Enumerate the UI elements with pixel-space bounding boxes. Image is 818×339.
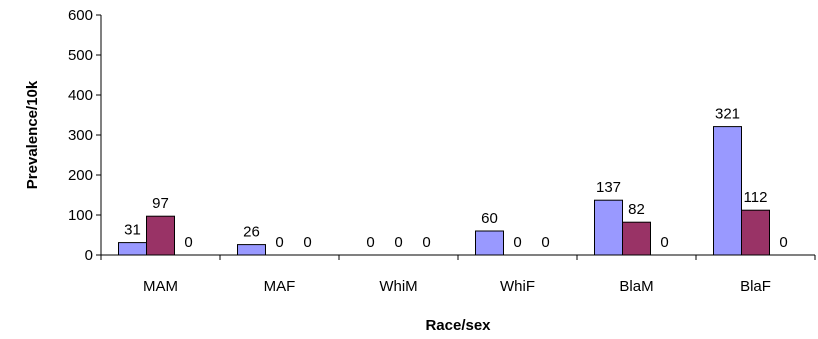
data-label: 112 xyxy=(744,189,768,206)
x-category-label: MAM xyxy=(143,278,178,295)
data-label: 0 xyxy=(422,234,430,251)
y-tick-label: 200 xyxy=(68,167,93,184)
y-tick-label: 600 xyxy=(68,7,93,24)
data-label: 26 xyxy=(243,224,260,241)
data-label: 60 xyxy=(481,210,498,227)
bar xyxy=(622,221,651,256)
bar xyxy=(475,230,504,256)
y-tick-label: 0 xyxy=(85,247,93,264)
data-label: 0 xyxy=(303,234,311,251)
data-label: 0 xyxy=(275,234,283,251)
x-category-label: WhiF xyxy=(500,278,535,295)
y-axis-title: Prevalence/10k xyxy=(24,80,41,189)
data-label: 321 xyxy=(715,106,740,123)
data-label: 0 xyxy=(541,234,549,251)
y-tick-label: 500 xyxy=(68,47,93,64)
x-category-label: MAF xyxy=(264,278,296,295)
x-axis-categories: MAM MAF WhiM WhiF BlaM BlaF xyxy=(100,255,816,295)
data-labels: 31 97 0 26 0 0 0 0 0 60 0 0 137 82 0 321 112 0 xyxy=(124,106,788,251)
y-axis-ticks: 0 100 200 300 400 500 600 xyxy=(68,7,101,264)
data-label: 137 xyxy=(596,179,621,196)
x-axis-title: Race/sex xyxy=(425,317,491,334)
x-category-label: WhiM xyxy=(379,278,417,295)
data-label: 0 xyxy=(513,234,521,251)
bar xyxy=(741,209,770,256)
bars xyxy=(118,126,770,256)
bar xyxy=(118,242,147,256)
data-label: 97 xyxy=(152,195,169,212)
bar xyxy=(713,126,742,256)
data-label: 0 xyxy=(660,234,668,251)
y-tick-label: 100 xyxy=(68,207,93,224)
data-label: 31 xyxy=(124,222,141,239)
y-tick-label: 300 xyxy=(68,127,93,144)
data-label: 0 xyxy=(394,234,402,251)
bar xyxy=(146,215,175,256)
data-label: 82 xyxy=(628,201,645,218)
bar xyxy=(594,199,623,256)
y-tick-label: 400 xyxy=(68,87,93,104)
data-label: 0 xyxy=(184,234,192,251)
x-category-label: BlaF xyxy=(740,278,771,295)
bar xyxy=(237,244,266,256)
data-label: 0 xyxy=(366,234,374,251)
data-label: 0 xyxy=(779,234,787,251)
x-category-label: BlaM xyxy=(619,278,653,295)
